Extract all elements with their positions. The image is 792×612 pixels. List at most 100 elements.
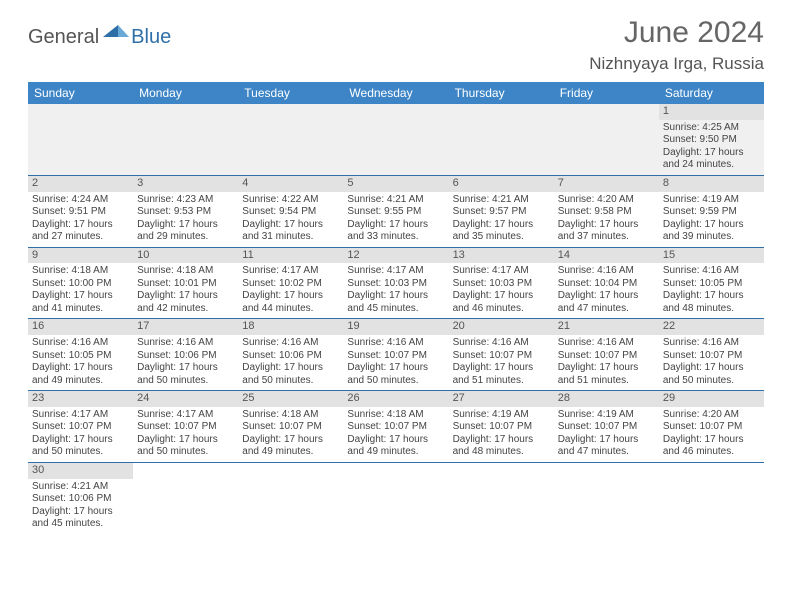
day-number: 20 (449, 319, 554, 335)
day-info-line: Sunrise: 4:19 AM (558, 409, 655, 422)
day-info-line: Daylight: 17 hours (242, 290, 339, 303)
calendar-day-cell: 13Sunrise: 4:17 AMSunset: 10:03 PMDaylig… (449, 247, 554, 319)
day-info-line: Daylight: 17 hours (347, 219, 444, 232)
calendar-day-cell: 27Sunrise: 4:19 AMSunset: 10:07 PMDaylig… (449, 391, 554, 463)
calendar-day-cell: 28Sunrise: 4:19 AMSunset: 10:07 PMDaylig… (554, 391, 659, 463)
day-number: 15 (659, 248, 764, 264)
day-number: 2 (28, 176, 133, 192)
day-info-line: Sunrise: 4:16 AM (558, 337, 655, 350)
calendar-day-cell: 19Sunrise: 4:16 AMSunset: 10:07 PMDaylig… (343, 319, 448, 391)
day-info-line: Daylight: 17 hours (32, 290, 129, 303)
weekday-header: Monday (133, 82, 238, 104)
day-info-line: Sunrise: 4:16 AM (242, 337, 339, 350)
calendar-week-row: 30Sunrise: 4:21 AMSunset: 10:06 PMDaylig… (28, 462, 764, 533)
day-info-line: and 48 minutes. (453, 446, 550, 459)
day-info-line: Daylight: 17 hours (663, 362, 760, 375)
day-info-line: and 51 minutes. (558, 375, 655, 388)
day-info-line: Sunrise: 4:17 AM (32, 409, 129, 422)
calendar-day-cell: 26Sunrise: 4:18 AMSunset: 10:07 PMDaylig… (343, 391, 448, 463)
day-number: 14 (554, 248, 659, 264)
calendar-week-row: 16Sunrise: 4:16 AMSunset: 10:05 PMDaylig… (28, 319, 764, 391)
weekday-header: Friday (554, 82, 659, 104)
day-info-line: Daylight: 17 hours (137, 362, 234, 375)
calendar-day-cell (659, 462, 764, 533)
day-info-line: and 41 minutes. (32, 303, 129, 316)
day-info-line: Sunrise: 4:21 AM (453, 194, 550, 207)
calendar-day-cell: 2Sunrise: 4:24 AMSunset: 9:51 PMDaylight… (28, 175, 133, 247)
calendar-day-cell: 21 Sunrise: 4:16 AMSunset: 10:07 PMDaylig… (554, 319, 659, 391)
calendar-day-cell: 15Sunrise: 4:16 AMSunset: 10:05 PMDaylig… (659, 247, 764, 319)
day-info-line: Sunset: 9:50 PM (663, 134, 760, 147)
day-info-line: Sunset: 10:07 PM (137, 421, 234, 434)
day-info-line: Daylight: 17 hours (137, 219, 234, 232)
weekday-header: Sunday (28, 82, 133, 104)
calendar-day-cell: 17Sunrise: 4:16 AMSunset: 10:06 PMDaylig… (133, 319, 238, 391)
day-number: 17 (133, 319, 238, 335)
day-info-line: Sunrise: 4:16 AM (137, 337, 234, 350)
day-info-line: Sunset: 10:07 PM (347, 350, 444, 363)
day-number: 18 (238, 319, 343, 335)
day-info-line: Sunset: 10:07 PM (347, 421, 444, 434)
day-info-line: Sunset: 10:07 PM (453, 350, 550, 363)
day-info-line: and 50 minutes. (663, 375, 760, 388)
day-number: 22 (659, 319, 764, 335)
day-info-line: Sunrise: 4:16 AM (558, 265, 655, 278)
day-info-line: Daylight: 17 hours (32, 362, 129, 375)
day-info-line: and 37 minutes. (558, 231, 655, 244)
logo-text-general: General (28, 26, 99, 49)
logo: General Blue (28, 26, 171, 49)
day-info-line: Daylight: 17 hours (558, 290, 655, 303)
day-number: 7 (554, 176, 659, 192)
day-number: 4 (238, 176, 343, 192)
day-info-line: Daylight: 17 hours (558, 219, 655, 232)
calendar-week-row: 23Sunrise: 4:17 AMSunset: 10:07 PMDaylig… (28, 391, 764, 463)
day-info-line: Sunset: 9:57 PM (453, 206, 550, 219)
calendar-day-cell: 3Sunrise: 4:23 AMSunset: 9:53 PMDaylight… (133, 175, 238, 247)
day-info-line: Sunset: 10:03 PM (453, 278, 550, 291)
day-info-line: Sunrise: 4:25 AM (663, 122, 760, 135)
day-info-line: Daylight: 17 hours (453, 362, 550, 375)
day-info-line: Sunset: 10:07 PM (32, 421, 129, 434)
day-number: 10 (133, 248, 238, 264)
logo-text-blue: Blue (131, 26, 171, 49)
day-info-line: and 49 minutes. (242, 446, 339, 459)
day-number: 8 (659, 176, 764, 192)
day-info-line: Daylight: 17 hours (453, 434, 550, 447)
calendar-day-cell: 25Sunrise: 4:18 AMSunset: 10:07 PMDaylig… (238, 391, 343, 463)
day-info-line: Daylight: 17 hours (347, 362, 444, 375)
day-info-line: and 51 minutes. (453, 375, 550, 388)
day-info-line: Daylight: 17 hours (663, 434, 760, 447)
day-info-line: Daylight: 17 hours (32, 506, 129, 519)
day-info-line: Daylight: 17 hours (32, 219, 129, 232)
day-info-line: Sunset: 10:07 PM (242, 421, 339, 434)
calendar-day-cell (343, 104, 448, 175)
day-info-line: Sunrise: 4:24 AM (32, 194, 129, 207)
calendar-day-cell: 22Sunrise: 4:16 AMSunset: 10:07 PMDaylig… (659, 319, 764, 391)
day-number: 1 (659, 104, 764, 120)
day-info-line: Daylight: 17 hours (453, 290, 550, 303)
day-info-line: and 49 minutes. (347, 446, 444, 459)
day-info-line: Sunset: 10:05 PM (663, 278, 760, 291)
day-info-line: Daylight: 17 hours (137, 434, 234, 447)
day-number: 27 (449, 391, 554, 407)
day-info-line: Sunrise: 4:18 AM (32, 265, 129, 278)
day-info-line: Sunset: 9:53 PM (137, 206, 234, 219)
day-number: 6 (449, 176, 554, 192)
day-number: 29 (659, 391, 764, 407)
day-info-line: Daylight: 17 hours (347, 434, 444, 447)
day-info-line: Sunset: 10:07 PM (558, 350, 655, 363)
day-info-line: Sunrise: 4:18 AM (137, 265, 234, 278)
weekday-header: Saturday (659, 82, 764, 104)
day-number: 21 (554, 319, 659, 335)
day-info-line: Sunset: 10:07 PM (663, 421, 760, 434)
day-info-line: Daylight: 17 hours (558, 362, 655, 375)
day-info-line: Sunrise: 4:20 AM (558, 194, 655, 207)
day-info-line: Sunset: 10:05 PM (32, 350, 129, 363)
day-info-line: Sunset: 10:03 PM (347, 278, 444, 291)
day-info-line: Sunrise: 4:16 AM (663, 265, 760, 278)
day-info-line: Sunrise: 4:16 AM (453, 337, 550, 350)
calendar-day-cell: 7Sunrise: 4:20 AMSunset: 9:58 PMDaylight… (554, 175, 659, 247)
header: General Blue June 2024 Nizhnyaya Irga, R… (28, 16, 764, 74)
location: Nizhnyaya Irga, Russia (589, 54, 764, 74)
calendar-day-cell (554, 462, 659, 533)
